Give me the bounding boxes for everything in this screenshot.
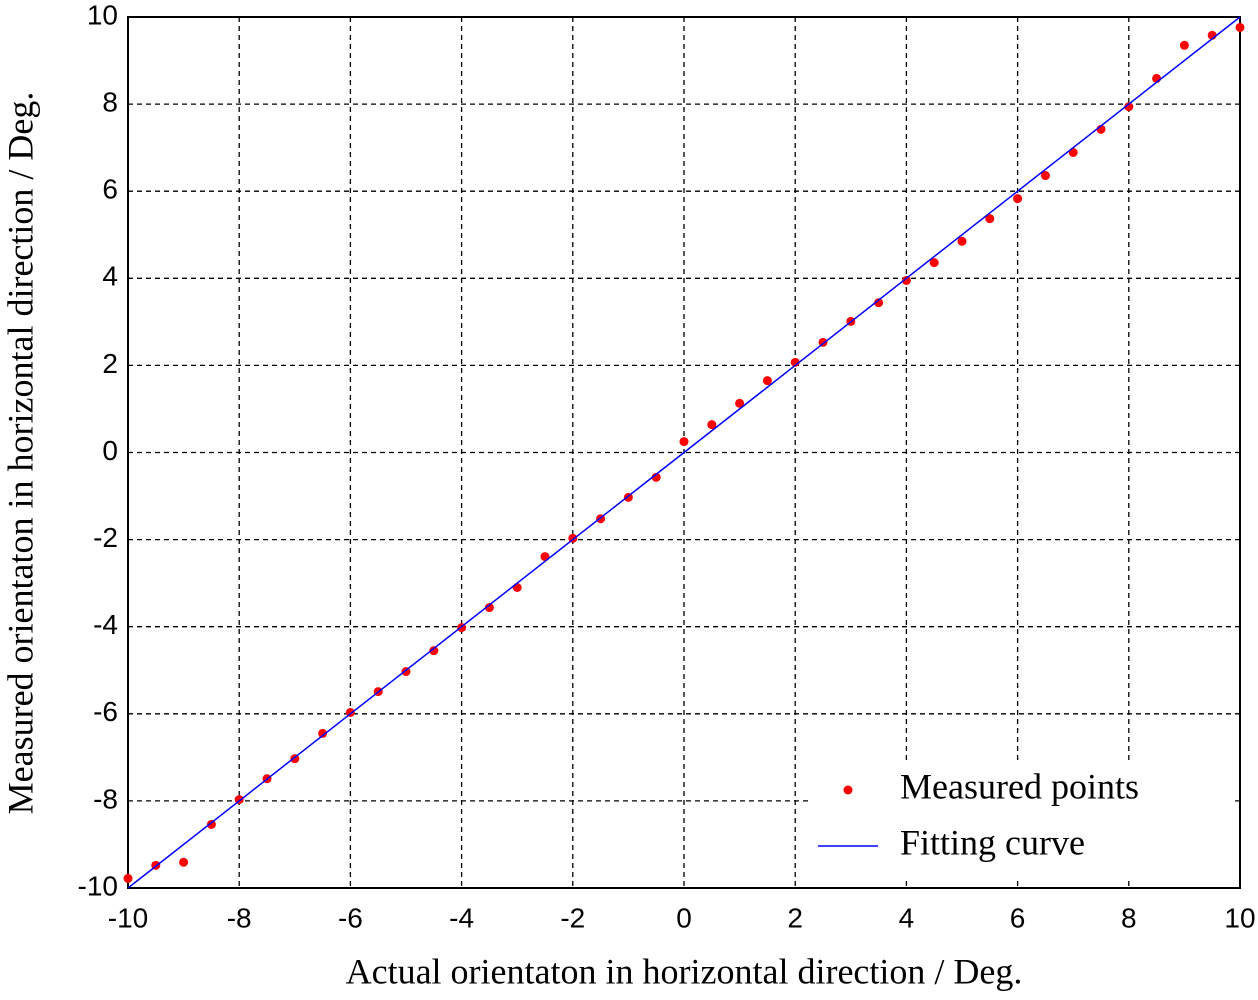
y-tick-label: -4	[93, 609, 118, 640]
point	[735, 398, 745, 408]
y-tick-label: -2	[93, 522, 118, 553]
point	[957, 236, 967, 246]
x-tick-label: -10	[108, 902, 148, 933]
x-tick-label: 2	[787, 902, 803, 933]
point	[985, 214, 995, 224]
y-tick-label: 10	[87, 0, 118, 30]
point	[679, 437, 689, 447]
point	[929, 258, 939, 268]
point	[123, 873, 133, 883]
point	[429, 646, 439, 656]
point	[651, 472, 661, 482]
x-tick-label: -2	[560, 902, 585, 933]
x-tick-label: -6	[338, 902, 363, 933]
legend-box	[812, 760, 1232, 880]
y-tick-label: 0	[102, 435, 118, 466]
point	[901, 275, 911, 285]
point	[1124, 102, 1134, 112]
y-tick-label: -10	[78, 870, 118, 901]
point	[1013, 194, 1023, 204]
x-tick-label: -8	[227, 902, 252, 933]
x-tick-label: 0	[676, 902, 692, 933]
point	[1179, 40, 1189, 50]
x-axis-label: Actual orientaton in horizontal directio…	[346, 951, 1023, 991]
y-tick-label: -8	[93, 783, 118, 814]
point	[874, 298, 884, 308]
y-tick-label: -6	[93, 696, 118, 727]
x-tick-label: 8	[1121, 902, 1137, 933]
y-tick-label: 6	[102, 174, 118, 205]
legend-label: Measured points	[900, 766, 1139, 806]
point	[512, 583, 522, 593]
point	[762, 376, 772, 386]
y-tick-label: 4	[102, 261, 118, 292]
x-tick-label: 10	[1224, 902, 1255, 933]
point	[206, 819, 216, 829]
point	[179, 857, 189, 867]
legend-swatch	[843, 785, 853, 795]
x-tick-label: 6	[1010, 902, 1026, 933]
y-tick-label: 8	[102, 86, 118, 117]
x-tick-label: -4	[449, 902, 474, 933]
point	[318, 728, 328, 738]
point	[1235, 22, 1245, 32]
point	[484, 603, 494, 613]
point	[790, 357, 800, 367]
plot-border	[127, 16, 1241, 889]
point	[1040, 171, 1050, 181]
point	[707, 420, 717, 430]
legend-label: Fitting curve	[900, 822, 1085, 862]
x-tick-label: 4	[899, 902, 915, 933]
y-axis-label: Measured orientaton in horizontal direct…	[0, 92, 40, 815]
y-tick-label: 2	[102, 348, 118, 379]
fit-line	[127, 16, 1241, 889]
